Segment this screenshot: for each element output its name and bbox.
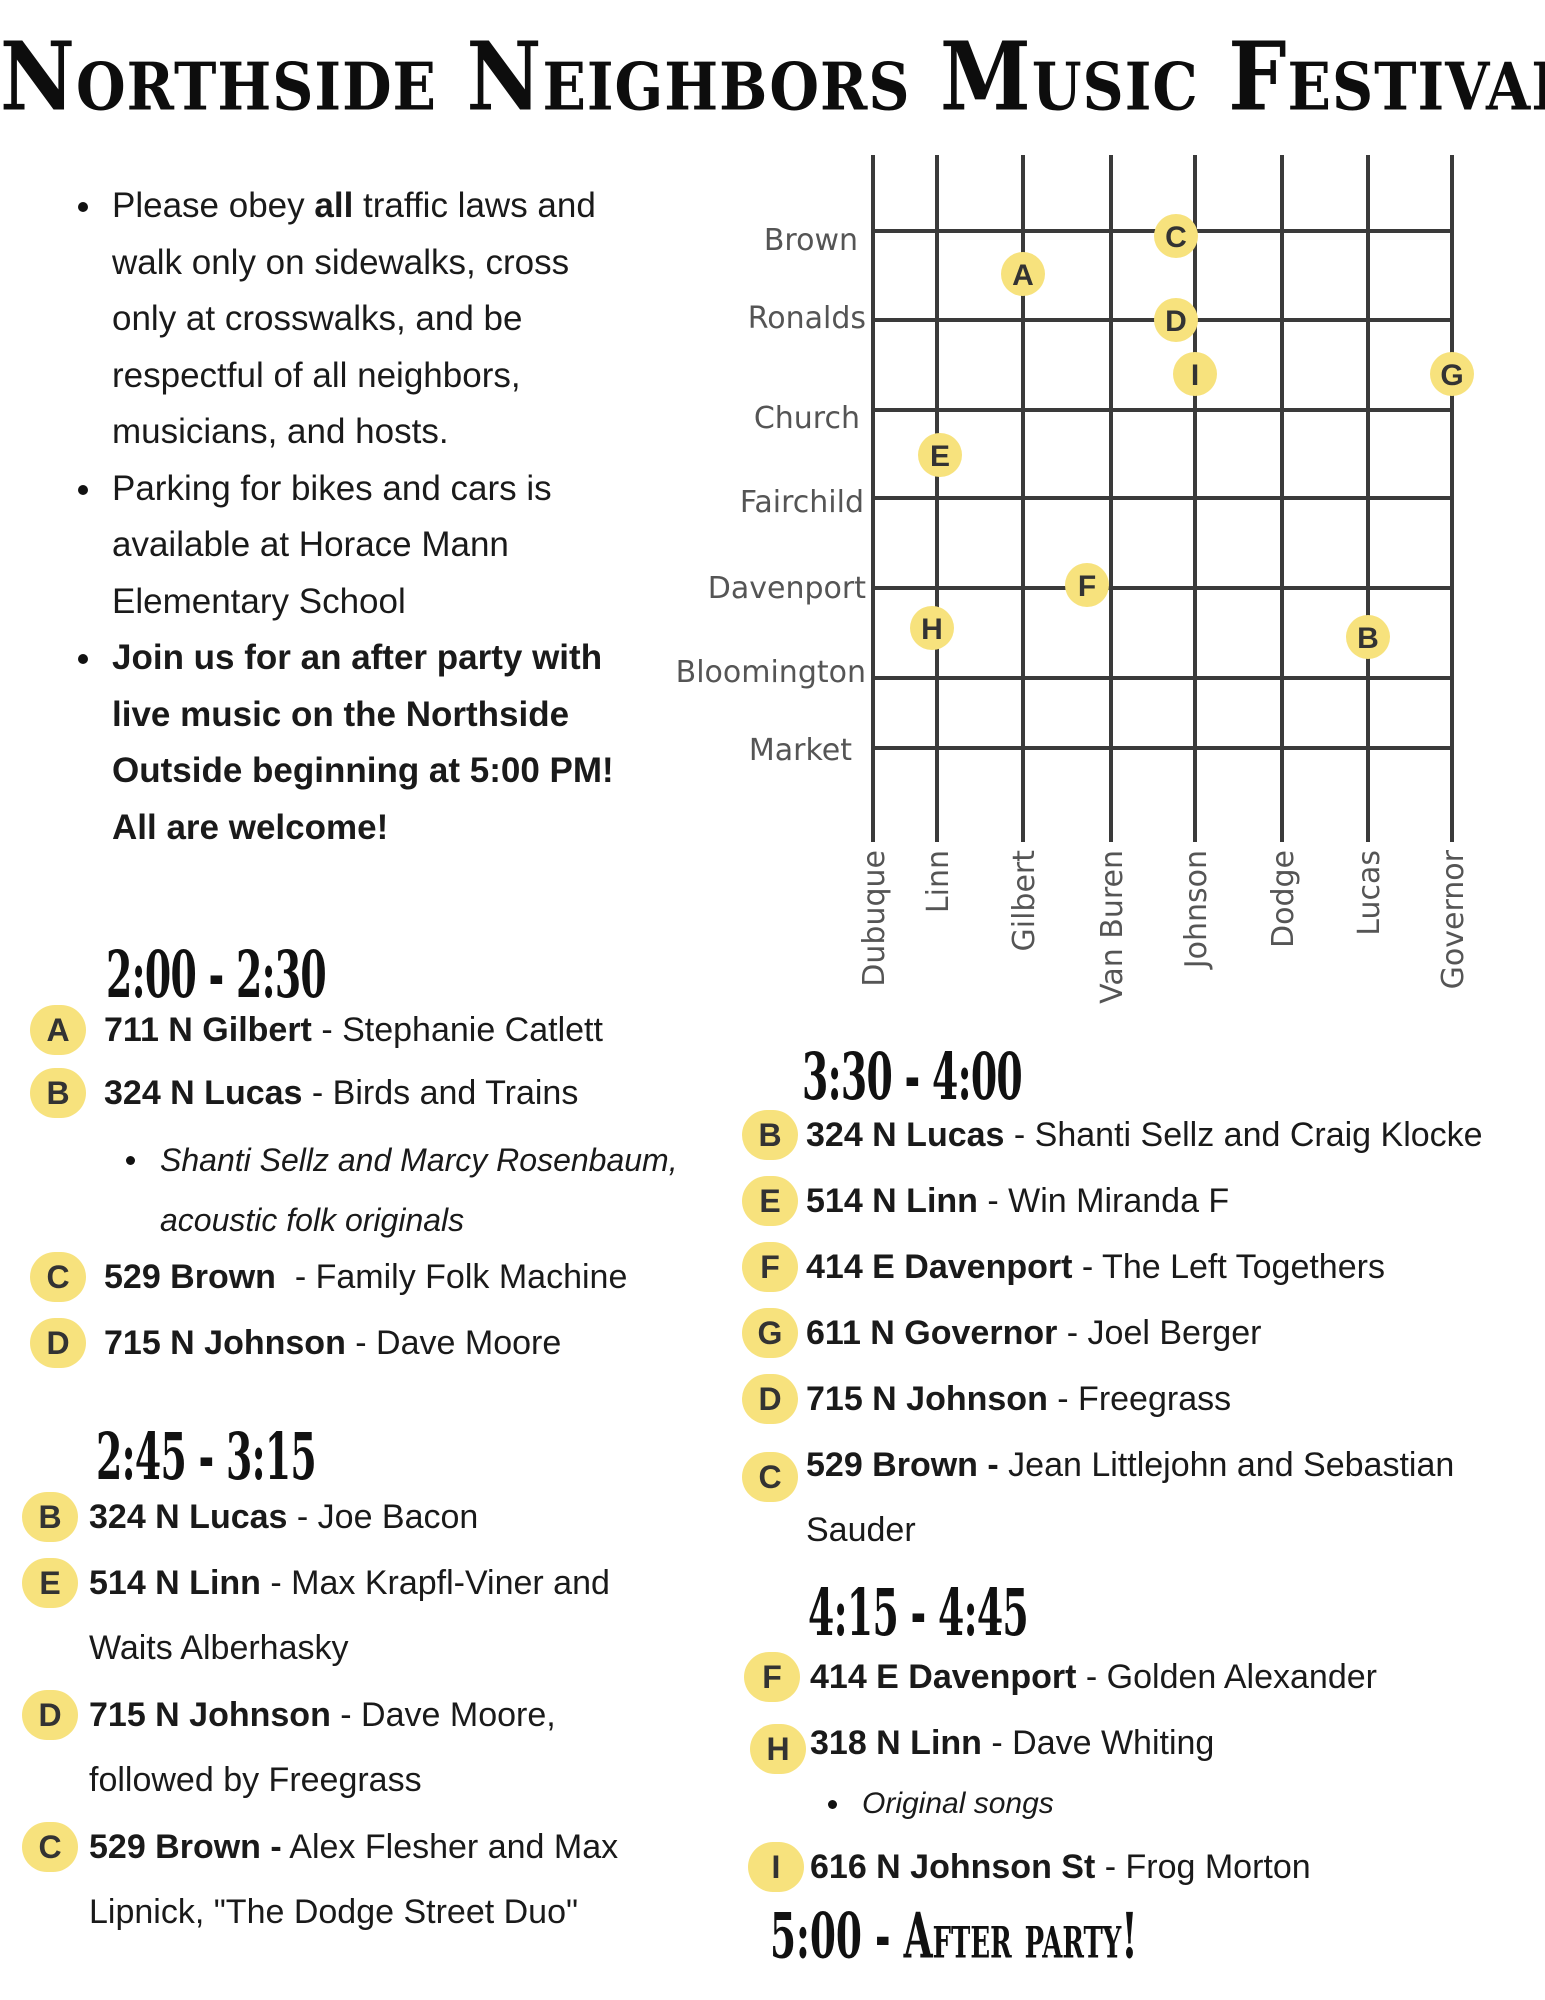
schedule-entry: 514 N Linn - Max Krapfl-Viner and Waits … xyxy=(89,1564,610,1667)
schedule-entry: 529 Brown - Alex Flesher and Max Lipnick… xyxy=(89,1828,619,1931)
venue-badge: E xyxy=(742,1176,798,1226)
street-label: Governor xyxy=(1436,849,1471,989)
venue-pin xyxy=(1001,252,1045,296)
venue-pins: A B C D E F G H I xyxy=(910,214,1474,659)
page-title: Northside Neighbors Music Festival xyxy=(0,22,1545,133)
schedule-entry: 529 Brown - Jean Littlejohn and Sebastia… xyxy=(806,1446,1455,1549)
after-party-notice: Join us for an after party with live mus… xyxy=(72,630,642,856)
venue-badge: D xyxy=(742,1374,798,1424)
after-party-heading: 5:00 - After party! xyxy=(770,1900,1138,1974)
venue-pin-letter: I xyxy=(1191,359,1199,392)
slot-time-3: 3:30 - 4:00 xyxy=(802,1038,1023,1115)
venue-pin xyxy=(918,433,962,477)
schedule-entry: 715 N Johnson - Freegrass xyxy=(806,1380,1232,1418)
venue-badge: A xyxy=(30,1005,86,1055)
schedule-entry: 611 N Governor - Joel Berger xyxy=(806,1314,1262,1352)
street-label: Bloomington xyxy=(676,655,866,690)
venue-badge: C xyxy=(742,1452,798,1502)
venue-pin-letter: G xyxy=(1440,359,1463,392)
schedule-entry: 414 E Davenport - The Left Togethers xyxy=(806,1248,1385,1286)
street-label: Dubuque xyxy=(857,850,892,987)
schedule-entry: 514 N Linn - Win Miranda F xyxy=(806,1182,1230,1220)
venue-badge: F xyxy=(744,1652,800,1702)
street-label: Lucas xyxy=(1352,850,1387,936)
vertical-street-labels: Dubuque Linn Gilbert Van Buren Johnson Dodge L… xyxy=(857,849,1471,1004)
schedule-entry: 616 N Johnson St - Frog Morton xyxy=(810,1848,1311,1886)
street-label: Johnson xyxy=(1179,850,1214,970)
venue-pin xyxy=(1346,615,1390,659)
street-label: Ronalds xyxy=(748,301,866,336)
venue-pin xyxy=(1065,563,1109,607)
street-label: Church xyxy=(754,401,860,436)
slot-time-4: 4:15 - 4:45 xyxy=(808,1574,1029,1651)
venue-pin-letter: B xyxy=(1357,622,1379,655)
schedule-entry: 529 Brown - Family Folk Machine xyxy=(104,1258,628,1296)
street-label: Davenport xyxy=(708,571,866,606)
venue-badge: B xyxy=(742,1110,798,1160)
street-label: Dodge xyxy=(1266,850,1301,948)
schedule-entry: 715 N Johnson - Dave Moore xyxy=(104,1324,562,1362)
venue-pin-letter: A xyxy=(1012,259,1034,292)
schedule-entry: 324 N Lucas - Joe Bacon xyxy=(89,1498,479,1536)
act-note: Shanti Sellz and Marcy Rosenbaum, acoust… xyxy=(126,1130,720,1250)
info-list: Please obey all traffic laws and walk on… xyxy=(72,178,642,856)
street-label: Van Buren xyxy=(1095,850,1130,1004)
venue-badge: F xyxy=(742,1242,798,1292)
venue-badge: G xyxy=(742,1308,798,1358)
venue-badge: D xyxy=(30,1318,86,1368)
street-label: Gilbert xyxy=(1007,850,1042,952)
street-label: Linn xyxy=(921,850,956,913)
venue-pin xyxy=(910,606,954,650)
schedule-entry: 324 N Lucas - Birds and Trains xyxy=(104,1074,579,1112)
venue-badge: I xyxy=(748,1842,804,1892)
schedule-entry: 715 N Johnson - Dave Moore, followed by … xyxy=(89,1696,556,1799)
street-grid xyxy=(871,155,1454,842)
parking-notice: Parking for bikes and cars is available … xyxy=(72,461,642,631)
venue-badge: B xyxy=(22,1492,78,1542)
venue-pin xyxy=(1173,352,1217,396)
venue-pin xyxy=(1154,214,1198,258)
horizontal-street-labels: Brown Ronalds Church Fairchild Davenport Bloo… xyxy=(676,223,867,768)
street-label: Fairchild xyxy=(740,485,864,520)
schedule-entry: 414 E Davenport - Golden Alexander xyxy=(810,1658,1377,1696)
traffic-notice: Please obey all traffic laws and walk on… xyxy=(72,178,642,461)
schedule-entry: 324 N Lucas - Shanti Sellz and Craig Klo… xyxy=(806,1116,1483,1154)
slot-time-2: 2:45 - 3:15 xyxy=(96,1418,317,1495)
street-label: Brown xyxy=(764,223,858,258)
act-note: Original songs xyxy=(828,1774,1054,1834)
venue-badge: D xyxy=(22,1690,78,1740)
slot-time-1: 2:00 - 2:30 xyxy=(106,936,327,1013)
venue-pin-letter: C xyxy=(1165,221,1187,254)
street-label: Market xyxy=(749,733,852,768)
venue-badge: C xyxy=(22,1822,78,1872)
venue-pin-letter: H xyxy=(921,613,943,646)
venue-badge: H xyxy=(750,1724,806,1774)
venue-pin xyxy=(1430,352,1474,396)
venue-badge: B xyxy=(30,1068,86,1118)
schedule-entry: 318 N Linn - Dave Whiting xyxy=(810,1724,1215,1762)
schedule-entry: 711 N Gilbert - Stephanie Catlett xyxy=(104,1011,603,1049)
venue-pin-letter: D xyxy=(1165,305,1187,338)
venue-pin-letter: E xyxy=(930,440,950,473)
venue-pin-letter: F xyxy=(1078,570,1096,603)
street-map: Brown Ronalds Church Fairchild Davenport Bloo… xyxy=(676,155,1474,1004)
venue-badge: E xyxy=(22,1558,78,1608)
venue-pin xyxy=(1154,298,1198,342)
venue-badge: C xyxy=(30,1252,86,1302)
